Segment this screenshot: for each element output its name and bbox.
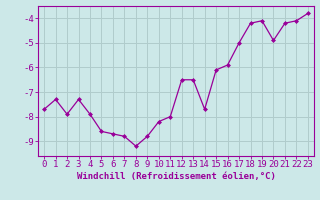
- X-axis label: Windchill (Refroidissement éolien,°C): Windchill (Refroidissement éolien,°C): [76, 172, 276, 181]
